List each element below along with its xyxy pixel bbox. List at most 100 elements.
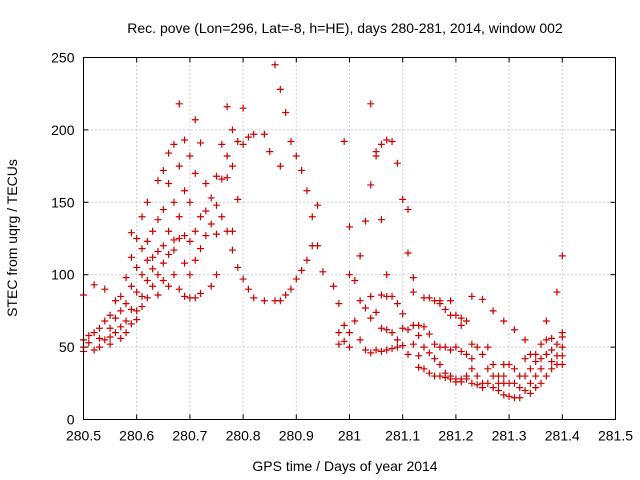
- data-point: [505, 360, 513, 368]
- data-point: [383, 326, 391, 334]
- data-point: [542, 336, 550, 344]
- data-point: [260, 297, 268, 305]
- data-point: [122, 300, 130, 308]
- data-point: [377, 347, 385, 355]
- data-point: [367, 314, 375, 322]
- data-point: [292, 275, 300, 283]
- data-point: [175, 162, 183, 170]
- data-point: [479, 295, 486, 303]
- data-point: [393, 336, 401, 344]
- y-tick-label: 0: [67, 412, 75, 428]
- data-point: [197, 139, 205, 147]
- data-point: [133, 263, 141, 271]
- data-point: [154, 216, 162, 224]
- x-tick-label: 280.8: [226, 428, 261, 444]
- data-point: [473, 372, 481, 380]
- data-point: [558, 360, 566, 368]
- data-point: [489, 384, 497, 392]
- data-point: [191, 116, 199, 124]
- data-point: [207, 194, 215, 202]
- data-point: [489, 360, 497, 368]
- data-point: [409, 274, 417, 282]
- data-point: [154, 291, 162, 299]
- data-point: [303, 256, 311, 264]
- y-tick-label: 250: [51, 50, 75, 66]
- data-point: [111, 314, 119, 322]
- data-point: [479, 384, 486, 392]
- data-point: [377, 291, 385, 299]
- data-point: [340, 337, 348, 345]
- data-point: [111, 297, 119, 305]
- data-point: [95, 334, 103, 342]
- data-point: [404, 249, 412, 257]
- data-point: [149, 265, 157, 273]
- x-tick-label: 281.4: [545, 428, 580, 444]
- data-point: [143, 237, 151, 245]
- data-point: [468, 355, 476, 363]
- data-point: [393, 159, 401, 167]
- data-point: [276, 85, 284, 93]
- data-point: [548, 365, 556, 373]
- data-point: [335, 329, 343, 337]
- data-point: [436, 372, 444, 380]
- data-point: [165, 149, 173, 157]
- data-point: [372, 152, 380, 160]
- data-point: [101, 336, 109, 344]
- data-point: [420, 365, 428, 373]
- data-point: [127, 320, 135, 328]
- data-point: [319, 268, 327, 276]
- data-point: [143, 276, 151, 284]
- data-point: [197, 290, 205, 298]
- data-point: [415, 332, 423, 340]
- data-point: [521, 387, 529, 395]
- data-point: [106, 333, 114, 341]
- data-point: [133, 307, 141, 315]
- data-point: [218, 213, 226, 221]
- data-point: [143, 294, 151, 302]
- data-point: [383, 346, 391, 354]
- data-point: [441, 343, 449, 351]
- x-tick-label: 281.5: [598, 428, 633, 444]
- data-point: [346, 223, 353, 231]
- data-point: [383, 136, 391, 144]
- data-point: [127, 253, 135, 261]
- plot-frame: [83, 57, 616, 420]
- data-point: [292, 152, 300, 160]
- data-point: [479, 350, 486, 358]
- data-point: [165, 179, 173, 187]
- data-point: [298, 266, 306, 274]
- data-point: [244, 285, 252, 293]
- data-point: [377, 140, 385, 148]
- data-point: [314, 201, 322, 209]
- data-points: [80, 61, 566, 402]
- data-point: [425, 294, 433, 302]
- data-point: [228, 227, 236, 235]
- data-point: [122, 317, 130, 325]
- data-point: [117, 292, 125, 300]
- data-point: [149, 282, 157, 290]
- data-point: [154, 177, 162, 185]
- data-point: [106, 340, 114, 348]
- data-point: [335, 340, 343, 348]
- data-point: [138, 245, 146, 253]
- data-point: [500, 317, 508, 325]
- x-tick-label: 280.6: [119, 428, 154, 444]
- data-point: [420, 343, 428, 351]
- data-point: [516, 394, 524, 402]
- data-point: [484, 379, 492, 387]
- data-point: [127, 305, 135, 313]
- data-point: [207, 282, 215, 290]
- data-point: [175, 213, 183, 221]
- data-point: [101, 317, 109, 325]
- data-point: [356, 297, 364, 305]
- data-point: [425, 369, 433, 377]
- data-point: [537, 355, 545, 363]
- data-point: [558, 343, 566, 351]
- data-point: [308, 213, 316, 221]
- data-point: [447, 346, 455, 354]
- data-point: [127, 229, 135, 237]
- data-point: [234, 195, 242, 203]
- data-point: [223, 152, 231, 160]
- data-point: [154, 248, 162, 256]
- data-point: [106, 324, 114, 332]
